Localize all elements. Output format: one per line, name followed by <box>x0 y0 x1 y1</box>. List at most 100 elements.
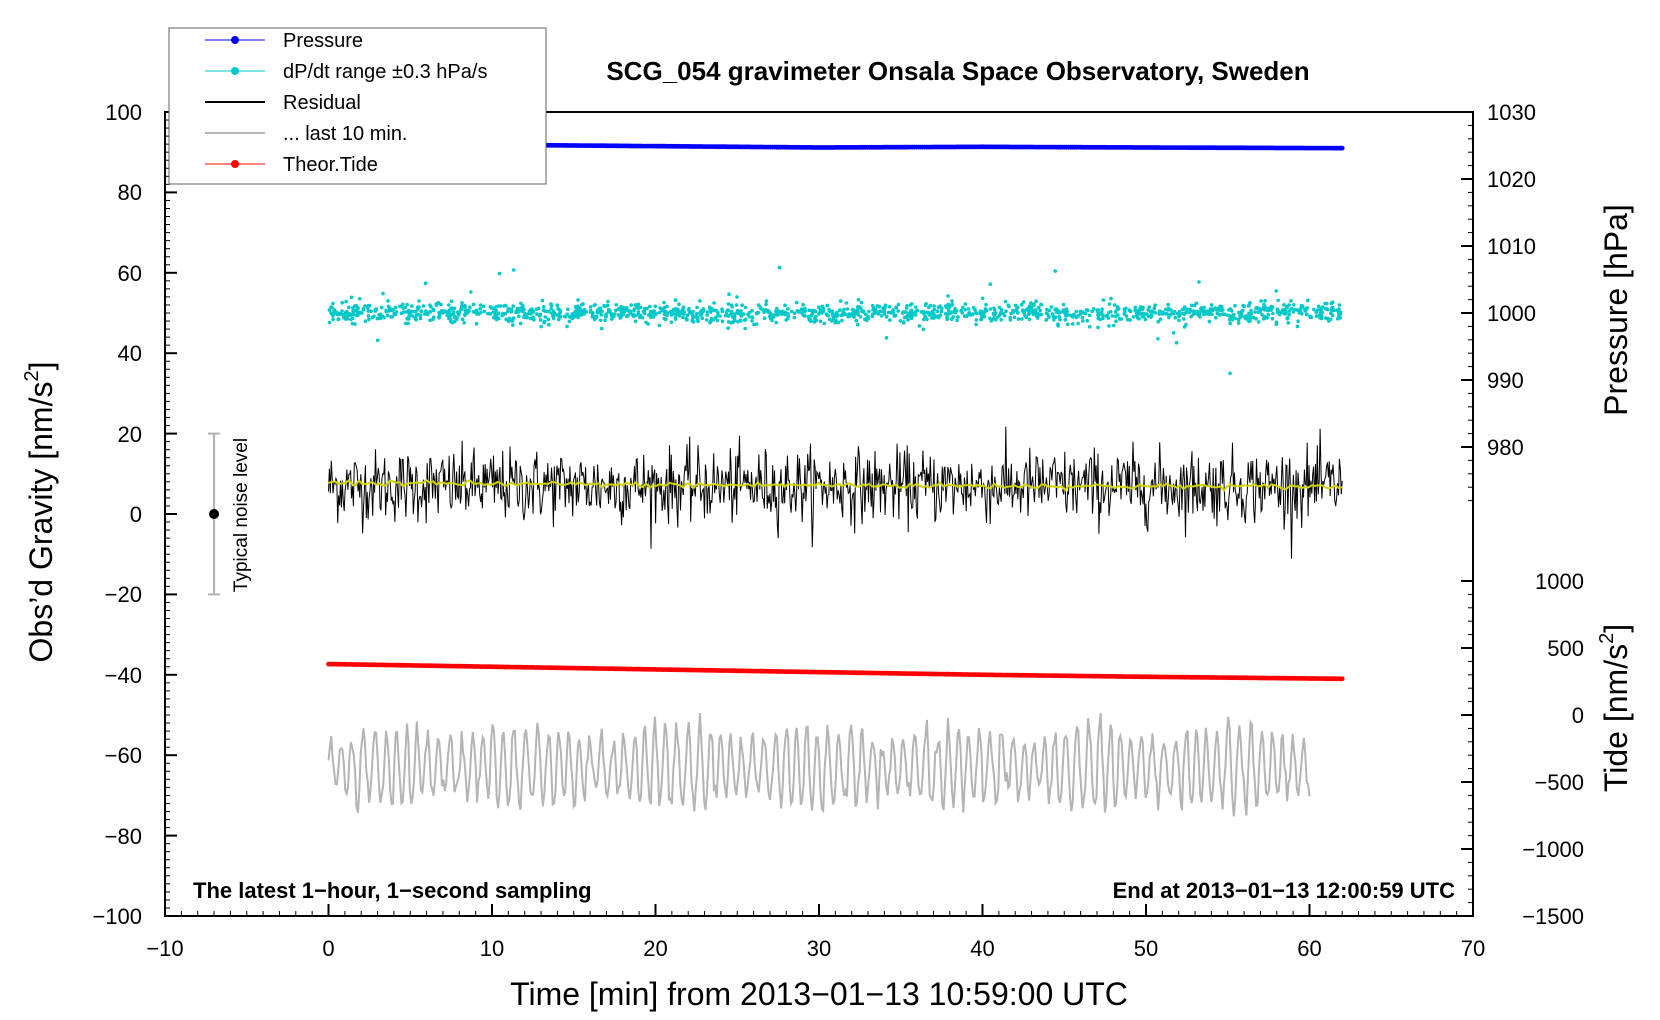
dpdt-point <box>394 310 399 314</box>
dpdt-point <box>351 309 355 313</box>
dpdt-point <box>817 305 821 310</box>
dpdt-point <box>821 309 826 314</box>
dpdt-point <box>768 311 773 316</box>
dpdt-point <box>955 318 959 323</box>
dpdt-point <box>1216 307 1221 312</box>
dpdt-point <box>754 322 759 326</box>
dpdt-point <box>874 307 878 312</box>
dpdt-point <box>648 304 652 309</box>
dpdt-point <box>971 305 976 310</box>
dpdt-point <box>708 319 713 324</box>
dpdt-point <box>503 311 508 316</box>
dpdt-point <box>863 317 867 322</box>
dpdt-point <box>1031 303 1036 307</box>
dpdt-point <box>675 312 679 317</box>
dpdt-point <box>1217 312 1222 317</box>
dpdt-point <box>736 320 740 324</box>
dpdt-point <box>814 314 818 319</box>
dpdt-point <box>1296 319 1300 324</box>
dpdt-point <box>864 312 868 317</box>
dpdt-point <box>1243 314 1247 319</box>
dpdt-point <box>1210 307 1215 311</box>
dpdt-point <box>534 307 539 312</box>
dpdt-point <box>460 317 465 322</box>
dpdt-point <box>983 307 988 311</box>
dpdt-point <box>657 310 662 315</box>
dpdt-point <box>389 308 394 313</box>
dpdt-point <box>594 314 599 319</box>
dpdt-point <box>826 313 830 318</box>
dpdt-point <box>871 307 875 312</box>
y-tick-label: −60 <box>105 743 142 768</box>
dpdt-point <box>1058 310 1063 315</box>
y-tick-label: −80 <box>105 824 142 849</box>
dpdt-point <box>1039 302 1043 307</box>
dpdt-point <box>978 309 983 314</box>
dpdt-point <box>451 310 456 314</box>
dpdt-point <box>879 309 883 314</box>
dpdt-point <box>558 311 562 315</box>
dpdt-point <box>1191 312 1196 317</box>
dpdt-point <box>1004 309 1008 314</box>
dpdt-point <box>1031 312 1036 317</box>
dpdt-point <box>507 316 512 321</box>
dpdt-point <box>838 308 842 312</box>
dpdt-point <box>1254 306 1258 310</box>
dpdt-point <box>913 305 918 309</box>
legend-label: dP/dt range ±0.3 hPa/s <box>283 61 487 83</box>
pressure-tick-label: 990 <box>1487 368 1524 393</box>
dpdt-point <box>551 316 556 321</box>
dpdt-point <box>1275 307 1280 312</box>
dpdt-point <box>356 313 360 318</box>
chart-title: SCG_054 gravimeter Onsala Space Observat… <box>606 56 1309 86</box>
dpdt-point <box>1337 307 1341 311</box>
dpdt-point <box>412 309 417 314</box>
dpdt-point <box>727 292 731 297</box>
dpdt-point <box>1131 315 1136 319</box>
dpdt-point <box>1213 306 1218 311</box>
dpdt-point <box>575 310 580 315</box>
dpdt-point <box>619 315 623 319</box>
dpdt-point <box>764 299 769 303</box>
dpdt-point <box>621 312 626 317</box>
dpdt-point <box>988 307 993 311</box>
dpdt-point <box>1143 312 1147 316</box>
dpdt-point <box>662 309 667 314</box>
tide-point <box>1339 676 1345 682</box>
dpdt-point <box>1181 311 1185 316</box>
dpdt-point <box>1061 308 1066 312</box>
dpdt-point <box>1284 305 1289 309</box>
dpdt-point <box>1260 312 1264 317</box>
dpdt-point <box>541 308 546 313</box>
plot-frame <box>164 111 1474 917</box>
dpdt-point <box>1044 311 1049 316</box>
dpdt-point <box>1338 310 1343 315</box>
dpdt-point <box>945 316 949 321</box>
dpdt-point <box>681 305 686 310</box>
dpdt-point <box>1258 309 1262 314</box>
dpdt-point <box>1045 307 1049 312</box>
dpdt-point <box>709 306 714 311</box>
dpdt-point <box>822 321 827 326</box>
dpdt-point <box>726 302 731 306</box>
x-tick-label: 70 <box>1461 936 1485 961</box>
dpdt-point <box>715 314 720 318</box>
y-tick-label: 0 <box>130 502 142 527</box>
dpdt-point <box>638 305 643 310</box>
dpdt-point <box>576 298 580 302</box>
dpdt-point <box>1263 305 1267 310</box>
dpdt-point <box>1283 307 1287 312</box>
dpdt-point <box>931 311 936 316</box>
dpdt-point <box>1210 312 1214 317</box>
dpdt-point <box>1253 310 1257 314</box>
dpdt-point <box>375 338 380 343</box>
dpdt-point <box>1112 303 1117 307</box>
dpdt-point <box>774 320 778 325</box>
dpdt-point <box>1020 317 1024 321</box>
dpdt-point <box>1039 312 1043 317</box>
dpdt-point <box>350 316 355 321</box>
dpdt-point <box>759 306 763 311</box>
dpdt-point <box>1115 313 1120 317</box>
dpdt-point <box>677 310 682 315</box>
dpdt-point <box>1064 310 1068 315</box>
